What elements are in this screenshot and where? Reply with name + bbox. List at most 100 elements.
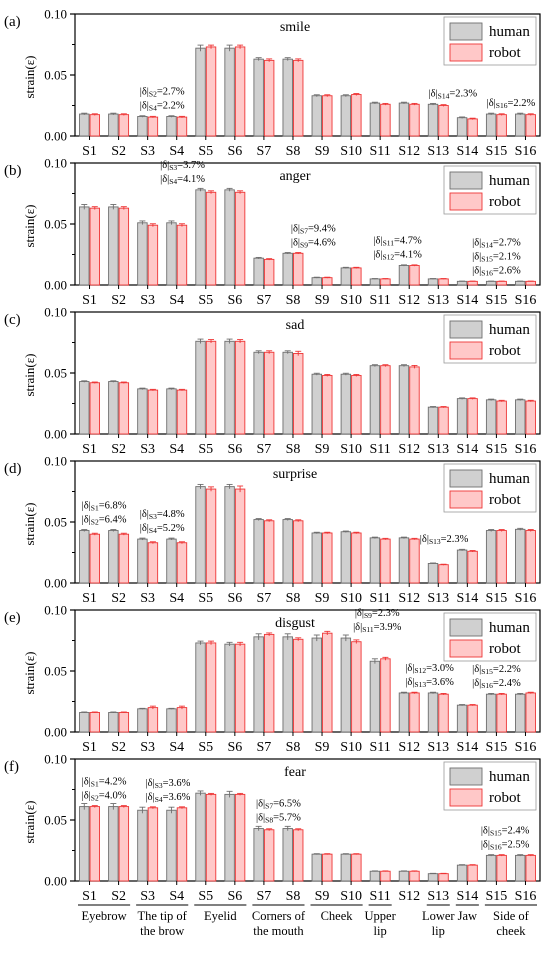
x-tick-label: S12 <box>398 144 420 159</box>
x-tick-label: S14 <box>456 591 478 606</box>
bar-robot-S16 <box>525 280 536 286</box>
bar-robot-S9 <box>322 95 333 137</box>
group-label: Cheek <box>321 909 354 923</box>
bar-human-S6 <box>224 793 235 882</box>
bar-robot-S8 <box>293 59 304 137</box>
bar-robot-S7 <box>263 351 275 435</box>
x-tick-label: S15 <box>486 740 508 755</box>
y-tick-label: 0.10 <box>44 454 67 469</box>
x-tick-label: S12 <box>398 293 420 308</box>
bar-human-S7 <box>253 351 264 435</box>
bar-human-S9 <box>311 637 322 733</box>
panel-title: smile <box>280 20 310 35</box>
bar-human-S11 <box>369 537 381 584</box>
group-label: Eyelid <box>204 909 237 923</box>
y-tick-label: 0.10 <box>44 7 67 22</box>
bar-human-S8 <box>282 351 293 435</box>
bar-robot-S10 <box>351 641 362 733</box>
x-tick-label: S1 <box>82 144 97 159</box>
deviation-annotation: |δ|S7=6.5% <box>256 799 301 811</box>
y-tick-label: 0.05 <box>44 68 67 83</box>
bar-robot-S13 <box>438 564 449 584</box>
bar-robot-S5 <box>205 191 217 286</box>
bar-human-S16 <box>515 280 526 286</box>
bar-robot-S4 <box>176 224 188 286</box>
legend-swatch-robot <box>449 639 483 658</box>
bar-robot-S1 <box>89 207 100 286</box>
bar-human-S1 <box>79 381 90 435</box>
bar-robot-S5 <box>205 488 217 584</box>
bar-robot-S3 <box>147 116 159 137</box>
bar-robot-S15 <box>496 854 507 882</box>
x-tick-label: S2 <box>111 144 126 159</box>
legend-label-human: human <box>489 471 530 487</box>
deviation-annotation: |δ|S7=9.4% <box>291 223 336 235</box>
x-tick-label: S8 <box>286 144 301 159</box>
bar-robot-S13 <box>438 873 449 882</box>
bar-robot-S10 <box>351 853 362 882</box>
group-label: Lower <box>422 909 455 923</box>
x-tick-label: S8 <box>286 740 301 755</box>
bar-robot-S5 <box>205 46 217 137</box>
x-tick-label: S4 <box>169 591 184 606</box>
bar-human-S15 <box>485 854 497 882</box>
deviation-annotation: |δ|S11=4.7% <box>373 235 422 247</box>
bar-human-S16 <box>515 113 526 137</box>
y-tick-label: 0.00 <box>44 129 67 144</box>
panel-title: surprise <box>273 467 317 482</box>
bar-human-S12 <box>398 692 410 733</box>
x-tick-label: S5 <box>198 740 213 755</box>
x-tick-label: S13 <box>427 293 449 308</box>
panel-sad: 0.00 0.05 0.10 strain(ε) (c) sad S1 S2 S3 S4 S5 S6 S… <box>4 305 541 457</box>
bar-human-S12 <box>398 365 410 435</box>
group-label: Side of <box>493 909 530 923</box>
bar-robot-S15 <box>496 280 507 286</box>
x-tick-label: S16 <box>515 442 537 457</box>
bar-human-S1 <box>79 806 90 882</box>
y-tick-label: 0.00 <box>44 725 67 740</box>
bar-robot-S11 <box>380 870 391 882</box>
bar-robot-S1 <box>89 382 100 435</box>
bar-robot-S13 <box>438 278 449 286</box>
bar-robot-S8 <box>293 520 304 584</box>
bar-robot-S12 <box>409 692 420 733</box>
y-axis-label: strain(ε) <box>22 801 37 844</box>
x-tick-label: S11 <box>370 442 391 457</box>
panel-letter: (c) <box>4 312 21 328</box>
bar-human-S7 <box>253 519 264 584</box>
bar-robot-S11 <box>380 538 391 584</box>
bar-human-S3 <box>137 809 148 882</box>
legend-label-human: human <box>489 620 530 636</box>
bar-human-S12 <box>398 537 410 584</box>
panel-anger: 0.00 0.05 0.10 strain(ε) (b) anger S1 S2 S3 S4 S5 S… <box>4 156 541 308</box>
bar-human-S14 <box>456 398 468 435</box>
x-tick-label: S4 <box>169 740 184 755</box>
bar-robot-S14 <box>467 864 478 882</box>
x-tick-label: S13 <box>427 591 449 606</box>
bar-robot-S2 <box>118 382 130 435</box>
bar-human-S16 <box>515 399 526 435</box>
bar-robot-S13 <box>438 693 449 733</box>
panel-letter: (b) <box>4 163 22 179</box>
bar-human-S7 <box>253 828 264 882</box>
x-tick-label: S7 <box>257 144 272 159</box>
bar-robot-S9 <box>322 374 333 435</box>
bar-robot-S11 <box>380 365 391 435</box>
bar-robot-S8 <box>293 638 304 733</box>
legend-label-human: human <box>489 769 530 785</box>
x-tick-label: S16 <box>515 293 537 308</box>
y-tick-label: 0.00 <box>44 278 67 293</box>
bar-human-S14 <box>456 864 468 882</box>
group-label: Upper <box>365 909 397 923</box>
x-tick-label: S15 <box>486 591 508 606</box>
bar-human-S3 <box>137 222 148 286</box>
deviation-annotation: |δ|S2=2.7% <box>140 86 185 98</box>
deviation-annotation: |δ|S15=2.2% <box>472 664 521 676</box>
legend-swatch-human <box>449 469 483 488</box>
deviation-annotation: |δ|S9=2.3% <box>355 608 400 620</box>
x-tick-label: S16 <box>515 144 537 159</box>
panel-title: sad <box>286 318 305 333</box>
bar-robot-S2 <box>118 533 130 584</box>
x-tick-label: S2 <box>111 442 126 457</box>
bar-robot-S12 <box>409 538 420 584</box>
